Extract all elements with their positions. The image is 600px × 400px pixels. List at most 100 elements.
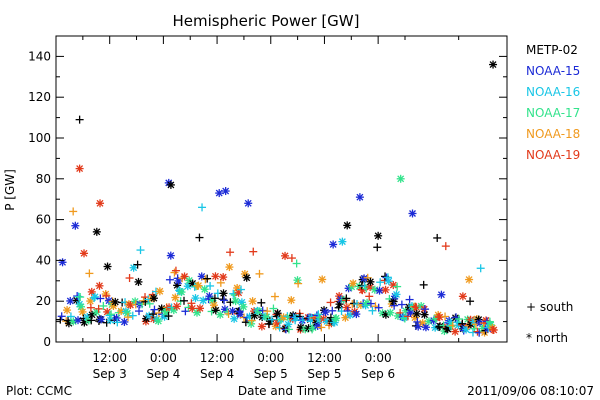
south-point [255,269,264,278]
south-point [263,307,272,316]
north-point [332,314,341,323]
south-point [139,296,148,305]
north-point [239,302,248,311]
north-point [134,277,143,286]
north-point [230,314,239,323]
south-point [229,289,238,298]
north-point [338,237,347,246]
south-point [56,315,65,324]
north-point [273,309,282,318]
x-tick-date: Sep 5 [254,367,288,381]
south-point [390,301,399,310]
north-point [396,174,405,183]
south-point [249,247,258,256]
data-points [56,60,498,337]
north-point [287,296,296,305]
marker-legend: + south * north [526,300,573,345]
south-point [419,280,428,289]
north-point [418,319,427,328]
north-point [194,281,203,290]
north-point [149,294,158,303]
south-point [373,243,382,252]
y-tick-label: 140 [28,49,51,63]
north-point [66,296,75,305]
north-point [465,275,474,284]
north-point [183,282,192,291]
north-point [97,315,106,324]
chart-title: Hemispheric Power [GW] [173,12,360,30]
x-tick-date: Sep 4 [200,367,234,381]
north-point [155,287,164,296]
north-point [421,323,430,332]
south-point [421,305,430,314]
north-point [103,262,112,271]
north-point [321,308,330,317]
north-point [352,310,361,319]
legend-entry: METP-02 [526,43,578,57]
north-point [489,60,498,69]
north-point [71,221,80,230]
south-point [218,295,227,304]
south-point [294,279,303,288]
north-point [342,303,351,312]
north-point [435,313,444,322]
y-axis-label: P [GW] [3,169,17,211]
south-point [476,264,485,273]
x-tick-time: 12:00 [307,351,342,365]
south-point [269,304,278,313]
x-tick-time: 0:00 [150,351,177,365]
south-point [107,310,116,319]
south-point [405,295,414,304]
south-point [317,323,326,332]
north-point [200,285,209,294]
south-point [374,303,383,312]
x-tick-date: Sep 6 [361,367,395,381]
south-point [365,292,374,301]
north-point [215,189,224,198]
south-point [284,325,293,334]
north-point [458,292,467,301]
north-point [257,322,266,331]
y-tick-label: 40 [36,253,51,267]
y-tick-label: 60 [36,213,51,227]
south-point [164,312,173,321]
south-point [86,303,95,312]
south-point [206,281,215,290]
south-point [397,300,406,309]
south-point [87,316,96,325]
south-point [413,317,422,326]
south-point [220,296,229,305]
x-tick-time: 12:00 [92,351,127,365]
y-tick-label: 100 [28,131,51,145]
south-point [455,314,464,323]
south-point [150,305,159,314]
south-point [226,248,235,257]
south-point [203,274,212,283]
south-point [328,306,337,315]
x-tick-date: Sep 4 [146,367,180,381]
north-point [205,292,214,301]
north-point [231,297,240,306]
south-point [366,299,375,308]
south-point [473,327,482,336]
south-point [466,297,475,306]
north-point [154,317,163,326]
south-point [128,311,137,320]
north-point [192,308,201,317]
south-point [226,298,235,307]
south-point [99,301,108,310]
north-point [381,285,390,294]
south-point [195,233,204,242]
south-point [113,318,122,327]
north-point [244,199,253,208]
south-point [210,294,219,303]
north-point [281,251,290,260]
north-point [88,310,97,319]
south-point [94,304,103,313]
south-point [237,285,246,294]
y-tick-label: 80 [36,172,51,186]
south-point [136,246,145,255]
south-point [275,323,284,332]
north-point [437,290,446,299]
north-point [219,273,228,282]
